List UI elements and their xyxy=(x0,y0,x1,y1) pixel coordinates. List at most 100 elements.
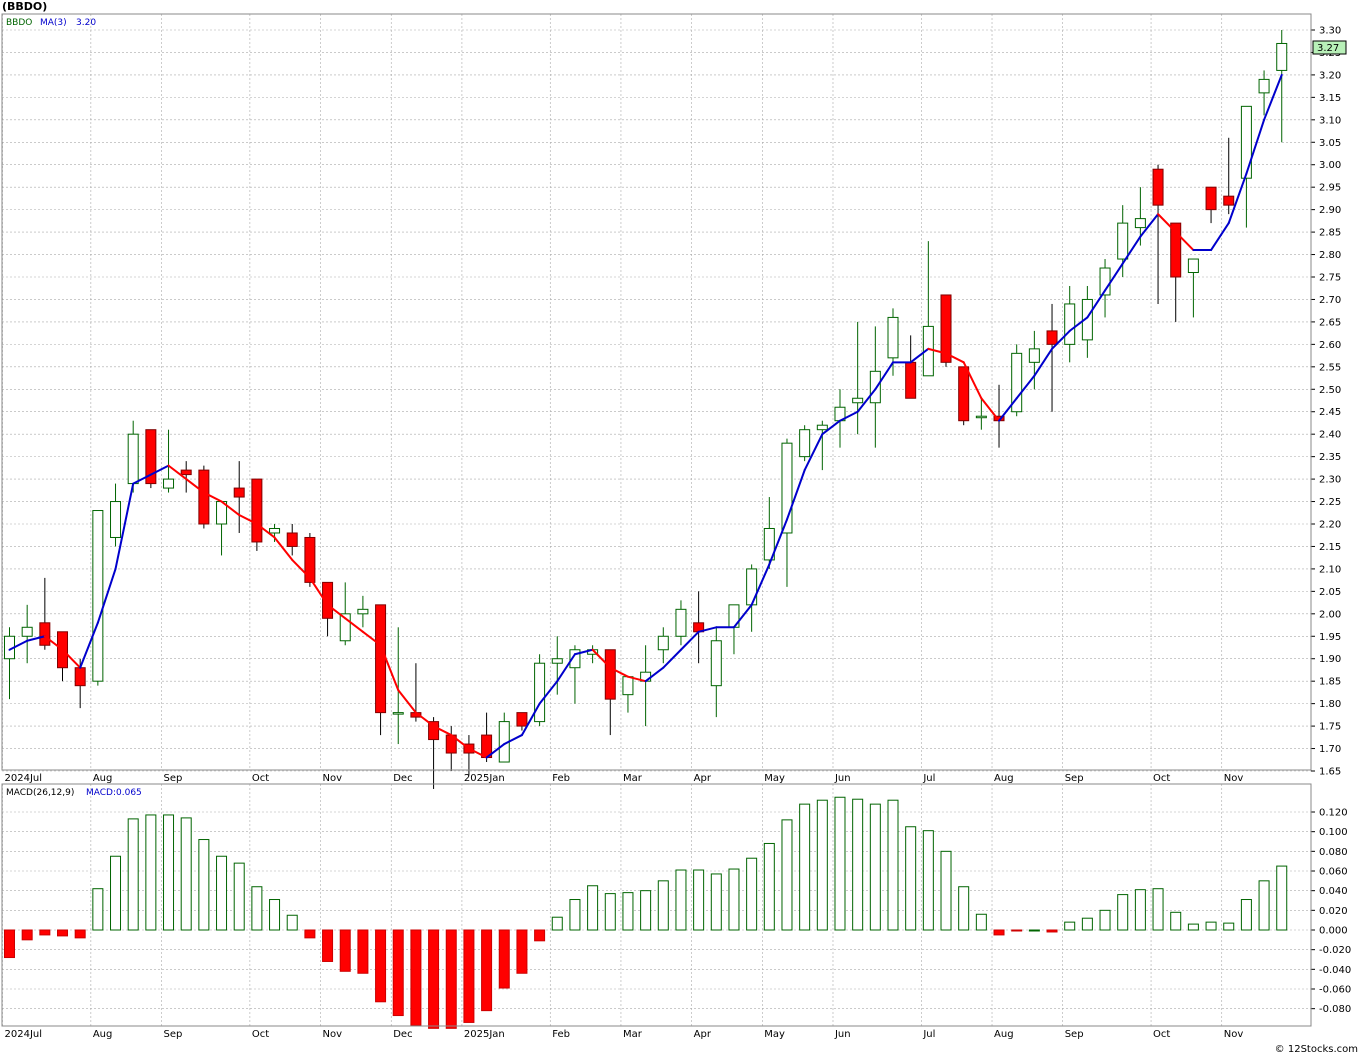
candle xyxy=(39,577,51,650)
ma-segment xyxy=(1227,172,1248,225)
macd-bar xyxy=(145,814,157,931)
macd-bar xyxy=(269,899,281,931)
ma-segment xyxy=(344,617,364,633)
candle-body xyxy=(322,581,334,619)
macd-bar xyxy=(1240,899,1252,931)
ma-segment xyxy=(556,653,576,683)
macd-month-label: Sep xyxy=(164,1029,183,1040)
last-price-tag-box xyxy=(1312,40,1347,55)
price-axis-label: 2.05 xyxy=(1319,587,1341,598)
candle xyxy=(233,461,245,533)
macd-bar xyxy=(710,873,722,931)
candle-body xyxy=(39,622,51,646)
ma-segment xyxy=(1033,347,1054,377)
macd-month-label: 2025Jan xyxy=(464,1029,505,1040)
candle xyxy=(1064,285,1076,363)
macd-bar xyxy=(1170,911,1182,931)
ma-segment xyxy=(1015,374,1036,400)
candle xyxy=(357,595,369,628)
candle xyxy=(1081,285,1093,358)
candle xyxy=(339,582,351,646)
macd-axis-label: 0.040 xyxy=(1319,886,1348,897)
macd-bar xyxy=(1081,917,1093,931)
macd-bar xyxy=(4,929,15,959)
candle xyxy=(1276,30,1288,143)
ma-segment xyxy=(573,648,594,656)
macd-axis-label: 0.000 xyxy=(1319,926,1348,937)
candle xyxy=(1028,330,1040,390)
macd-month-label: Apr xyxy=(694,1029,712,1040)
candle xyxy=(869,326,881,448)
price-month-label: Oct xyxy=(252,773,269,784)
candle-body xyxy=(1187,258,1199,274)
candle xyxy=(251,478,263,551)
macd-bar xyxy=(322,929,334,962)
macd-bar xyxy=(781,819,793,931)
price-axis-label: 3.00 xyxy=(1319,160,1341,171)
macd-bar xyxy=(1223,922,1235,931)
candle xyxy=(1152,164,1164,304)
price-axis-label: 3.10 xyxy=(1319,115,1341,126)
ma-segment xyxy=(96,567,117,624)
ma-segment xyxy=(626,675,647,683)
macd-panel-frame xyxy=(1,783,1312,1027)
macd-bar xyxy=(905,826,917,931)
macd-legend-value: MACD:0.065 xyxy=(86,788,142,798)
ma-segment xyxy=(1210,222,1230,252)
macd-bar xyxy=(39,929,51,936)
price-axis-label: 2.95 xyxy=(1319,183,1341,194)
ma-segment xyxy=(414,711,435,728)
macd-bar xyxy=(163,814,175,931)
price-axis-label: 2.90 xyxy=(1319,205,1341,216)
ma-segment xyxy=(255,523,276,539)
candle-body xyxy=(110,501,122,538)
macd-bar xyxy=(852,798,864,931)
price-axis-label: 2.55 xyxy=(1319,362,1341,373)
candle-body xyxy=(1117,222,1129,260)
macd-bar xyxy=(57,929,69,937)
ma-segment xyxy=(450,734,470,750)
price-month-label: Jun xyxy=(834,773,851,784)
macd-bar xyxy=(357,929,369,974)
price-axis-label: 2.85 xyxy=(1319,228,1341,239)
candle-body xyxy=(428,721,440,741)
macd-axis-label: 0.120 xyxy=(1319,808,1348,819)
candle xyxy=(1258,70,1270,116)
price-axis-label: 1.75 xyxy=(1319,722,1341,733)
candle-body xyxy=(1028,348,1040,363)
ma-segment xyxy=(149,464,170,476)
ma-segment xyxy=(1086,289,1107,319)
ma-segment xyxy=(609,666,629,678)
ma-segment xyxy=(856,388,877,413)
candle-body xyxy=(1134,218,1146,229)
candle-body xyxy=(869,370,881,404)
candle-body xyxy=(816,424,828,431)
ma-segment xyxy=(185,478,205,494)
macd-bar xyxy=(339,929,351,972)
ma-segment xyxy=(114,482,135,570)
ma-segment xyxy=(591,648,612,669)
macd-month-label: Aug xyxy=(93,1029,113,1040)
price-axis-label: 2.30 xyxy=(1319,475,1341,486)
macd-axis-label: 0.060 xyxy=(1319,867,1348,878)
ma-segment xyxy=(998,397,1018,422)
price-axis-label: 2.40 xyxy=(1319,430,1341,441)
ma-segment xyxy=(732,603,753,629)
macd-bar xyxy=(657,880,669,931)
candle-body xyxy=(198,469,210,525)
macd-bar xyxy=(1187,923,1199,931)
candle-body xyxy=(163,478,175,489)
macd-bar xyxy=(498,929,510,989)
price-month-label: Nov xyxy=(1224,773,1244,784)
price-month-label: Aug xyxy=(93,773,113,784)
ma-segment xyxy=(1174,231,1195,252)
macd-bar xyxy=(958,886,970,931)
candle xyxy=(657,627,669,664)
ma-segment xyxy=(927,347,948,355)
price-axis-label: 1.80 xyxy=(1319,699,1341,710)
macd-bar xyxy=(1064,921,1076,931)
macd-bar xyxy=(428,929,440,1029)
price-axis-label: 2.20 xyxy=(1319,520,1341,531)
macd-bar xyxy=(233,862,245,931)
candle-body xyxy=(657,635,669,651)
